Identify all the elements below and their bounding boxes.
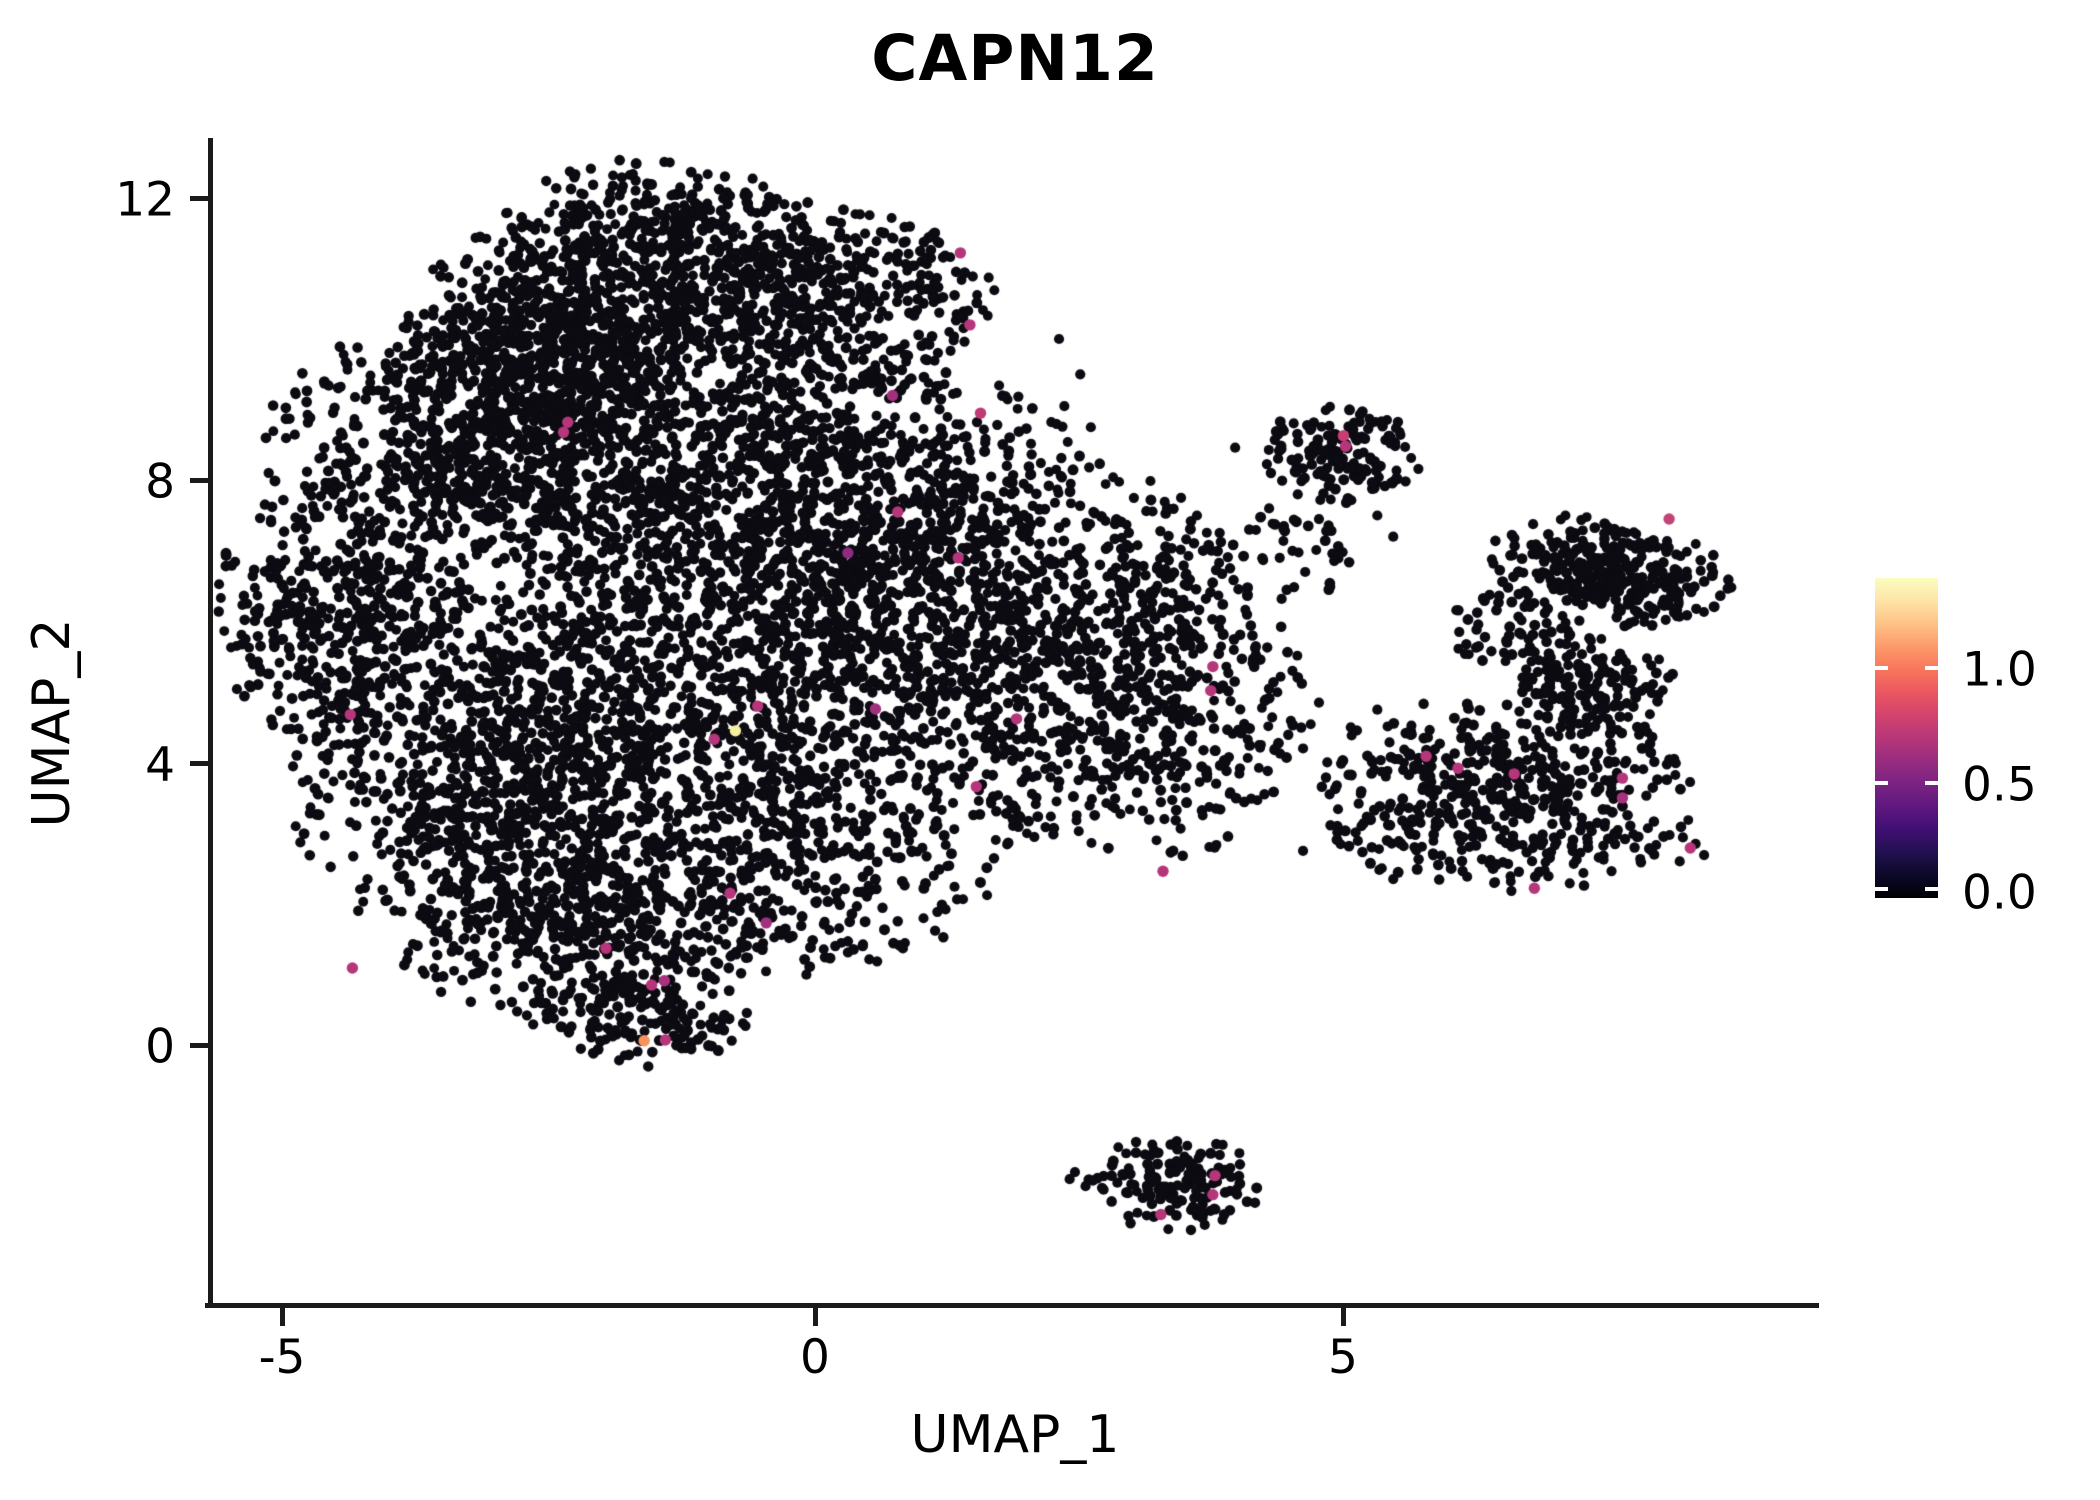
colorbar-tick-mark [1875,666,1888,670]
colorbar-tick-mark [1875,781,1888,785]
colorbar-tick-mark [1875,887,1888,891]
colorbar-tick-label: 0.5 [1962,757,2037,813]
plot-title: CAPN12 [871,22,1159,95]
x-tick-mark [280,1308,285,1326]
y-tick-label: 12 [115,172,175,228]
x-tick-label: 0 [800,1330,830,1385]
y-tick-label: 4 [145,737,175,793]
y-axis-line [208,138,213,1308]
colorbar-tick-mark [1925,887,1938,891]
colorbar-tick-label: 0.0 [1962,865,2037,921]
x-axis-line [205,1303,1819,1308]
x-tick-label: 5 [1328,1330,1358,1385]
x-axis-label: UMAP_1 [910,1405,1120,1465]
y-tick-mark [190,478,208,483]
y-axis-label: UMAP_2 [22,618,82,828]
y-tick-label: 8 [145,454,175,510]
x-tick-mark [1341,1308,1346,1326]
colorbar-tick-mark [1925,781,1938,785]
x-tick-label: -5 [258,1330,306,1385]
y-tick-mark [190,196,208,201]
colorbar-gradient [1875,578,1938,898]
colorbar-tick-label: 1.0 [1962,642,2037,698]
y-tick-mark [190,1043,208,1048]
y-tick-mark [190,761,208,766]
y-tick-label: 0 [145,1019,175,1075]
colorbar-tick-mark [1925,666,1938,670]
x-tick-mark [813,1308,818,1326]
